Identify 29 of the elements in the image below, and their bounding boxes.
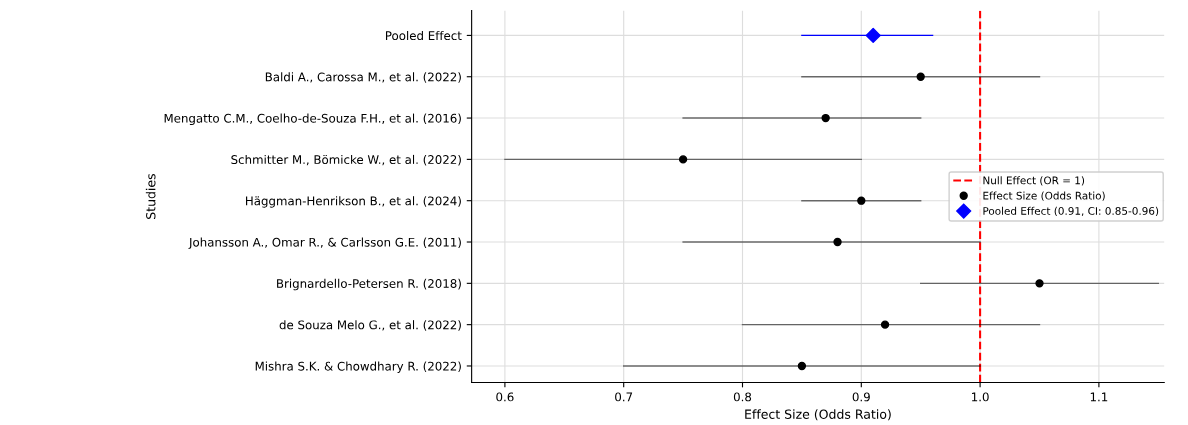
y-tick-label: Schmitter M., Bömicke W., et al. (2022) (231, 154, 461, 166)
x-tick-label: 0.7 (615, 392, 633, 402)
legend-label: Pooled Effect (0.91, CI: 0.85-0.96) (983, 206, 1159, 217)
y-tick-label: Mengatto C.M., Coelho-de-Souza F.H., et al. (2016) (164, 113, 461, 125)
y-tick-label: Brignardello-Petersen R. (2018) (277, 278, 461, 291)
x-tick-label: 1.0 (972, 392, 989, 402)
x-tick-label: 0.6 (496, 392, 514, 402)
y-tick-label: de Souza Melo G., et al. (2022) (279, 320, 461, 331)
x-tick-label: 0.8 (733, 392, 752, 402)
point (880, 320, 890, 329)
point (797, 361, 807, 371)
legend-label: Effect Size (Odds Ratio) (983, 191, 1105, 201)
y-tick-label: Baldi A., Carossa M., et al. (2022) (265, 72, 461, 83)
y-axis-title: Studies (145, 173, 156, 219)
y-tick-label: Häggman-Henrikson B., et al. (2024) (246, 196, 461, 208)
point (865, 27, 881, 43)
point (833, 237, 842, 247)
y-tick-label: Pooled Effect (385, 30, 462, 41)
x-tick-label: 0.9 (852, 392, 870, 402)
point (821, 113, 830, 123)
x-tick-label: 1.1 (1090, 392, 1108, 402)
y-tick-label: Johansson A., Omar R., & Carlsson G.E. (2011) (188, 237, 461, 249)
point (916, 72, 925, 81)
point (678, 155, 688, 164)
x-axis-title: Effect Size (Odds Ratio) (745, 409, 891, 421)
y-tick-label: Mishra S.K. & Chowdhary R. (2022) (255, 361, 461, 373)
point (857, 196, 866, 205)
ref-line-label: Null Effect (OR = 1) (983, 176, 1085, 186)
point (1035, 279, 1044, 288)
